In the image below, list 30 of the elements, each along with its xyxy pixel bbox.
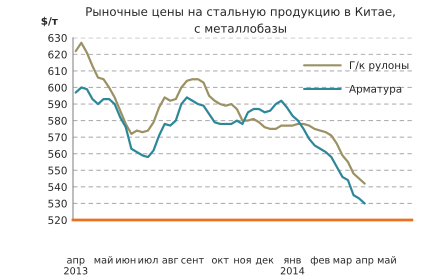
y-tick-label: 580 <box>48 116 67 125</box>
y-tick-label: 590 <box>48 100 67 108</box>
x-tick-label: окт <box>212 258 229 264</box>
y-tick-label: 550 <box>48 166 67 174</box>
x-tick-label: мар <box>334 258 352 266</box>
x-tick-label: сент <box>181 258 204 264</box>
y-tick-label: 630 <box>48 34 67 42</box>
y-tick-label: 520 <box>48 216 67 224</box>
x-tick-label: июн <box>116 258 136 264</box>
x-tick-label: май <box>94 256 112 264</box>
y-tick-label: 570 <box>48 133 67 142</box>
y-axis-title: $/т <box>42 16 58 26</box>
x-tick-label: апр <box>356 258 374 266</box>
x-tick-label: апр 2013 <box>64 258 88 274</box>
y-tick-label: 610 <box>48 67 67 76</box>
x-tick-label: янв 2014 <box>280 258 304 274</box>
x-tick-label: май <box>378 256 396 264</box>
x-tick-label: авг <box>162 258 178 264</box>
chart-title: Рыночные цены на стальную продукцию в Китае, с металлобазы <box>86 7 395 33</box>
x-tick-label: дек <box>256 258 274 265</box>
x-tick-label: фев <box>310 256 330 266</box>
y-tick-label: 620 <box>48 50 67 58</box>
y-tick-label: 600 <box>48 84 67 92</box>
y-tick-label: 540 <box>48 183 67 191</box>
x-tick-label: ноя <box>234 258 251 264</box>
x-tick-label: июл <box>138 258 158 264</box>
y-tick-label: 560 <box>48 150 67 158</box>
legend-label: Г/к рулоны <box>350 61 408 72</box>
y-tick-label: 530 <box>48 200 67 208</box>
legend-label: Арматура <box>349 84 402 95</box>
